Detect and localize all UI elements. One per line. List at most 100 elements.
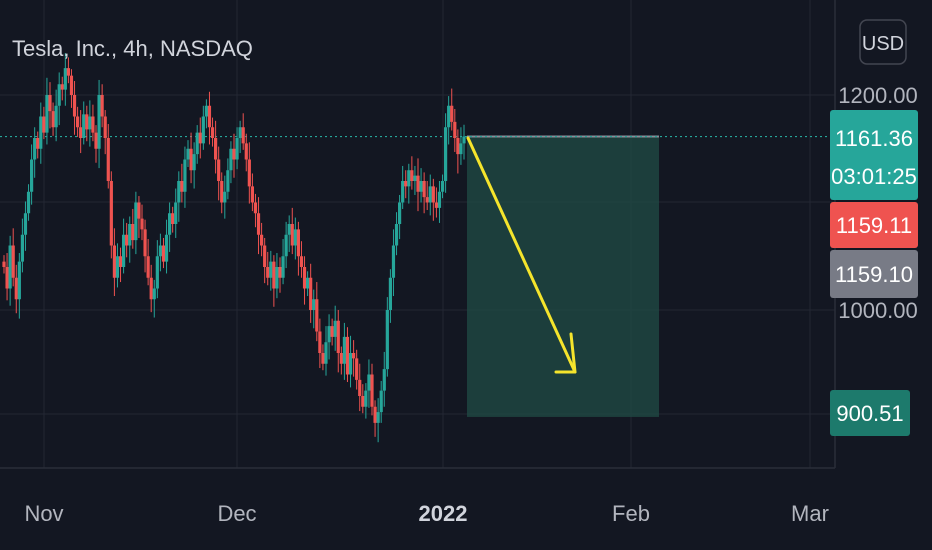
candle — [413, 165, 417, 195]
candle-body — [76, 116, 80, 128]
price-scale[interactable]: 1200.00 1000.00 — [838, 83, 918, 323]
candle-body — [85, 114, 89, 130]
candle — [109, 171, 113, 259]
candle-body — [174, 202, 178, 224]
candle-body — [14, 277, 18, 300]
red-price-marker: 1159.11 — [830, 202, 918, 248]
downtrend-arrow[interactable] — [466, 136, 577, 374]
candle — [140, 204, 144, 241]
candle — [66, 57, 70, 84]
candle-body — [39, 116, 43, 149]
candle — [287, 215, 291, 252]
candle-body — [48, 95, 52, 112]
candle — [131, 208, 135, 249]
candle — [459, 127, 463, 165]
candle-body — [186, 148, 190, 160]
candle — [269, 250, 273, 291]
candle-body — [115, 256, 120, 278]
candle — [207, 91, 212, 145]
candle — [339, 346, 343, 375]
candle — [401, 165, 405, 209]
candle-body — [122, 234, 126, 267]
candle — [379, 380, 383, 423]
candle-body — [57, 84, 61, 106]
chart-title: Tesla, Inc., 4h, NASDAQ — [12, 36, 253, 61]
candle-body — [198, 132, 202, 144]
bar-countdown: 03:01:25 — [831, 164, 917, 189]
candle — [336, 310, 340, 373]
candle — [309, 263, 313, 323]
candle — [180, 163, 184, 203]
candle-body — [440, 181, 445, 192]
candle — [192, 142, 196, 189]
candle — [462, 124, 466, 160]
candle-body — [281, 256, 285, 278]
candle — [17, 253, 21, 319]
candle-body — [453, 121, 457, 138]
candle — [155, 240, 159, 299]
candle-body — [364, 390, 368, 407]
candle — [253, 193, 258, 228]
candle — [85, 105, 89, 142]
candle-body — [318, 331, 322, 353]
candle — [440, 174, 445, 199]
candle — [79, 110, 83, 154]
candle — [358, 363, 362, 412]
candle — [232, 133, 236, 178]
candle-body — [401, 181, 405, 203]
candle-body — [26, 191, 31, 214]
target-price-marker: 900.51 — [830, 390, 910, 436]
candle-body — [247, 159, 251, 187]
candle — [404, 170, 408, 199]
candle-body — [416, 175, 420, 192]
time-scale[interactable]: Nov Dec 2022 Feb Mar — [24, 501, 829, 526]
candle-body — [345, 336, 350, 375]
candle-body — [437, 191, 442, 208]
candle — [456, 129, 460, 174]
candle — [2, 255, 6, 274]
candle — [125, 222, 129, 258]
candle — [263, 237, 267, 284]
candle-body — [309, 277, 313, 310]
candle — [352, 340, 356, 377]
candle-body — [425, 197, 429, 203]
candle — [33, 127, 37, 178]
candle-body — [207, 105, 212, 128]
candle — [293, 217, 297, 260]
candle-body — [100, 95, 104, 117]
candle — [450, 88, 454, 131]
candle-body — [312, 299, 316, 310]
candle-body — [413, 175, 417, 181]
candle — [134, 191, 138, 255]
candle-body — [382, 369, 386, 391]
candle-body — [168, 213, 172, 235]
candle-body — [339, 353, 343, 364]
candle — [204, 99, 208, 129]
candle-body — [290, 224, 294, 246]
candle-body — [125, 234, 129, 246]
candle — [217, 146, 221, 201]
candle — [54, 89, 58, 142]
candle-body — [333, 320, 337, 337]
short-position-zone[interactable] — [467, 135, 659, 417]
candle — [244, 133, 248, 172]
candle — [72, 81, 77, 135]
candle-body — [394, 224, 399, 246]
candle — [324, 326, 328, 376]
candle — [8, 235, 12, 306]
candle — [223, 175, 227, 219]
candle-body — [422, 181, 426, 198]
candle-body — [462, 136, 466, 144]
candle-body — [152, 288, 156, 300]
candle — [60, 76, 64, 101]
candle — [447, 96, 451, 145]
candle — [394, 212, 399, 256]
candle — [260, 222, 264, 257]
candle — [444, 113, 448, 193]
currency-button[interactable]: USD — [859, 19, 907, 65]
candle — [143, 219, 147, 273]
candle — [23, 201, 28, 251]
